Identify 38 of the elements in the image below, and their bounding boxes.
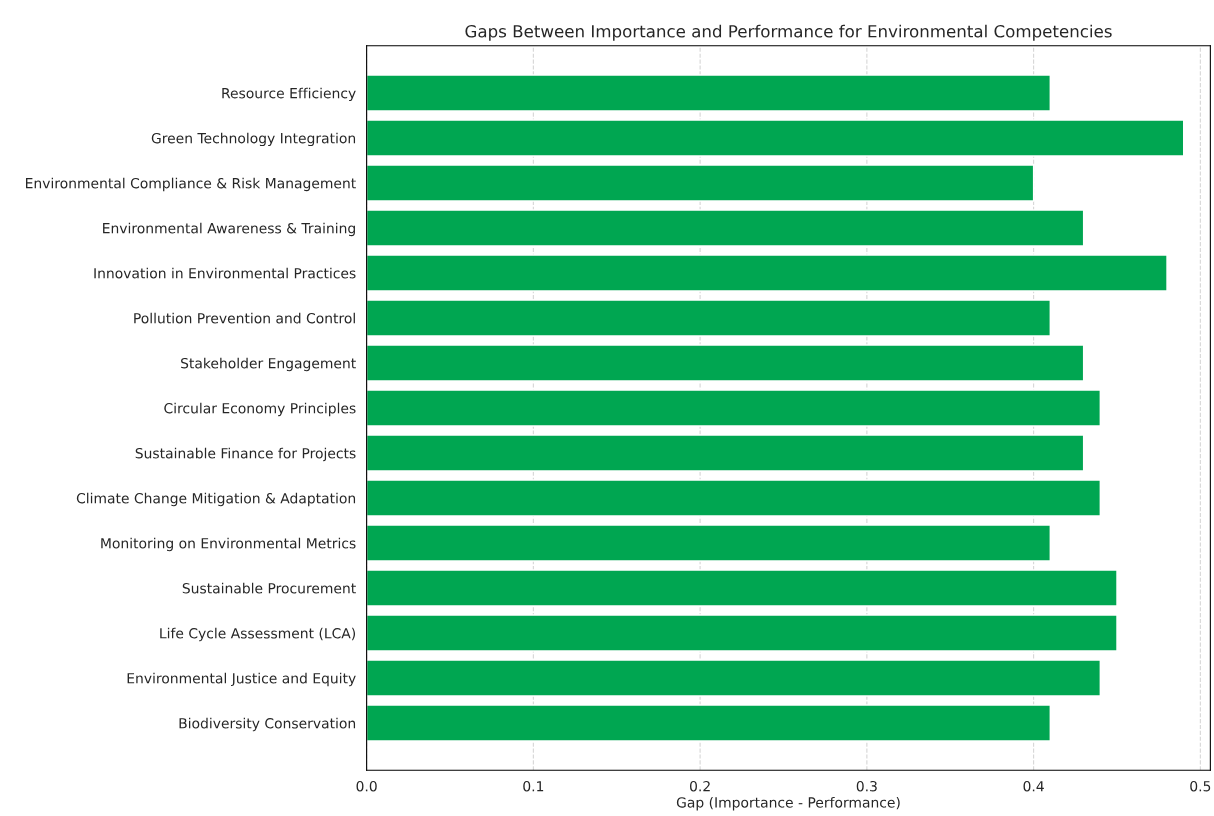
y-tick-label: Monitoring on Environmental Metrics [101,537,356,552]
bar [366,74,1051,112]
x-axis-title: Gap (Importance - Performance) [676,796,900,811]
x-tick-label: 0.4 [1023,780,1044,792]
y-tick-label: Environmental Awareness & Training [103,222,355,237]
y-tick-label: Green Technology Integration [151,132,356,147]
x-tick-label: 0.0 [356,780,377,792]
x-tick-label: 0.5 [1190,780,1211,792]
x-tick-label: 0.1 [523,780,544,792]
bar [366,479,1102,517]
bar [366,659,1102,697]
y-tick-label: Circular Economy Principles [164,402,356,417]
y-tick-label: Climate Change Mitigation & Adaptation [76,492,356,507]
bar [366,434,1085,472]
y-tick-label: Life Cycle Assessment (LCA) [160,627,356,642]
y-tick-label: Resource Efficiency [222,87,356,102]
x-tick-label: 0.2 [689,780,710,792]
bar [366,254,1168,292]
bar [366,119,1185,157]
bar [366,524,1051,562]
y-tick-label: Biodiversity Conservation [179,717,356,732]
y-tick-label: Stakeholder Engagement [181,357,356,372]
y-tick-label: Innovation in Environmental Practices [94,267,356,279]
bar [366,344,1085,382]
bar [366,389,1102,427]
x-tick-label: 0.3 [856,780,877,792]
y-tick-label: Sustainable Procurement [182,582,356,594]
bar [366,614,1118,652]
bar [366,299,1051,337]
bar [366,569,1118,607]
bar [366,164,1035,202]
y-tick-label: Pollution Prevention and Control [134,312,355,324]
bar [366,209,1085,247]
chart-title: Gaps Between Importance and Performance for Environmental Competencies [465,24,1112,41]
y-tick-label: Environmental Justice and Equity [127,672,356,687]
y-tick-label: Environmental Compliance & Risk Management [26,177,356,192]
bar [366,704,1051,742]
y-tick-label: Sustainable Finance for Projects [135,447,356,462]
